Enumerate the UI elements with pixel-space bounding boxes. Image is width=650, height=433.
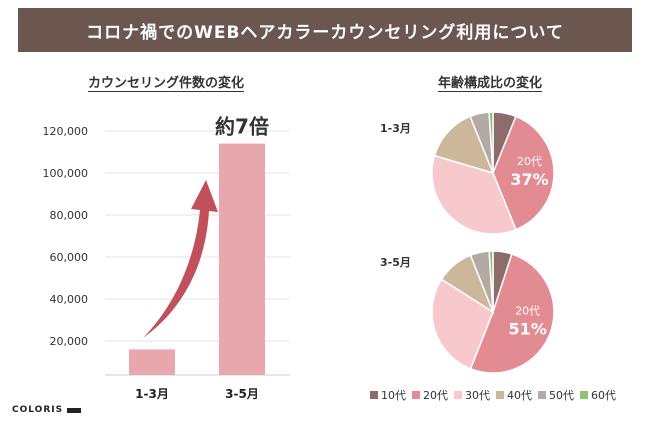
legend-entry: 50代 bbox=[549, 389, 574, 402]
legend-swatch bbox=[412, 391, 420, 399]
bar-chart-title: カウンセリング件数の変化 bbox=[88, 76, 245, 91]
growth-arrow-icon bbox=[143, 180, 218, 338]
slice-label: 20代 bbox=[517, 155, 542, 168]
pie-slice bbox=[433, 115, 495, 175]
y-tick-label: 40,000 bbox=[50, 293, 89, 306]
legend-entry: 40代 bbox=[507, 389, 532, 402]
slice-label: 20代 bbox=[515, 304, 540, 317]
legend-entry: 60代 bbox=[591, 389, 616, 402]
bar bbox=[219, 143, 265, 375]
y-tick-label: 120,000 bbox=[43, 125, 89, 138]
pie-period-label: 3-5月 bbox=[380, 256, 411, 269]
legend-entry: 10代 bbox=[381, 389, 406, 402]
legend-swatch bbox=[580, 391, 588, 399]
legend-swatch bbox=[538, 391, 546, 399]
pie-slice bbox=[488, 111, 494, 174]
x-category-label: 3-5月 bbox=[225, 387, 259, 401]
pie-slice bbox=[431, 154, 517, 235]
pie-slice bbox=[469, 253, 555, 374]
x-category-label: 1-3月 bbox=[135, 387, 169, 401]
y-tick-label: 100,000 bbox=[43, 167, 89, 180]
brand-mark-icon bbox=[67, 407, 82, 413]
header-title: コロナ禍でのWEBヘアカラーカウンセリング利用について bbox=[18, 8, 632, 52]
legend-swatch bbox=[370, 391, 378, 399]
pie-chart-title: 年齢構成比の変化 bbox=[438, 76, 543, 91]
slice-percent-label: 51% bbox=[509, 319, 547, 338]
slice-percent-label: 37% bbox=[510, 170, 548, 189]
pie-slice bbox=[492, 115, 555, 231]
pie-period-label: 1-3月 bbox=[380, 122, 411, 135]
legend-swatch bbox=[496, 391, 504, 399]
legend-entry: 30代 bbox=[465, 389, 490, 402]
bar bbox=[129, 349, 175, 375]
pie-slice bbox=[431, 278, 494, 370]
y-tick-label: 80,000 bbox=[50, 209, 89, 222]
y-tick-label: 20,000 bbox=[50, 335, 89, 348]
brand-logo: COLORIS bbox=[12, 405, 82, 415]
legend-entry: 20代 bbox=[423, 389, 448, 402]
brand-name: COLORIS bbox=[12, 405, 64, 415]
pie-slice bbox=[488, 250, 494, 313]
y-tick-label: 60,000 bbox=[50, 251, 89, 264]
legend-swatch bbox=[454, 391, 462, 399]
growth-annotation: 約7倍 bbox=[215, 115, 269, 139]
